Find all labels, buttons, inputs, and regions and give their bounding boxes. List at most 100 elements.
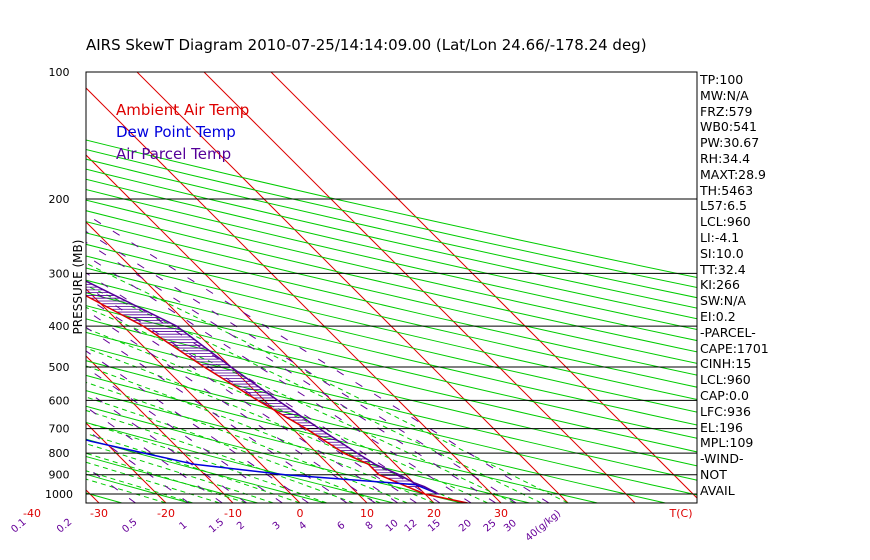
dry-adiabat-line bbox=[86, 305, 697, 453]
mixing-ratio-line bbox=[86, 367, 283, 503]
dry-adiabat-line bbox=[86, 390, 530, 503]
pressure-tick-label: 100 bbox=[49, 66, 70, 79]
mixing-ratio-tick-label: 3 bbox=[271, 520, 283, 533]
legend-air-parcel-temp: Air Parcel Temp bbox=[116, 145, 232, 163]
bottom-temp-tick-label: -30 bbox=[90, 507, 108, 520]
mixing-ratio-line bbox=[86, 326, 348, 503]
mixing-ratio-tick-label: 0.2 bbox=[55, 517, 74, 536]
stat-line: SI:10.0 bbox=[700, 245, 744, 261]
dry-adiabat-line bbox=[86, 455, 258, 503]
dry-adiabat-line bbox=[86, 199, 697, 342]
mixing-ratio-line bbox=[0, 199, 25, 503]
stat-line: KI:266 bbox=[700, 277, 740, 293]
dry-adiabat-line bbox=[86, 405, 462, 503]
chart-title: AIRS SkewT Diagram 2010-07-25/14:14:09.0… bbox=[86, 36, 647, 54]
stat-line: LI:-4.1 bbox=[700, 229, 740, 245]
mixing-ratio-line bbox=[86, 390, 247, 503]
mixing-ratio-line bbox=[86, 296, 399, 503]
pressure-tick-label: 400 bbox=[49, 320, 70, 333]
stat-line: -PARCEL- bbox=[700, 324, 756, 340]
stat-line: MW:N/A bbox=[700, 87, 749, 103]
isotherm-line bbox=[86, 355, 234, 503]
series-line-ambient-air-temp bbox=[86, 294, 468, 503]
series-line-air-parcel-temp bbox=[86, 280, 439, 495]
dry-adiabat-line bbox=[86, 267, 697, 413]
moist-adiabat-line bbox=[86, 396, 381, 503]
dry-adiabat-line bbox=[86, 318, 697, 467]
stat-line: TH:5463 bbox=[700, 182, 754, 198]
stat-line: LCL:960 bbox=[700, 214, 751, 230]
mixing-ratio-line bbox=[86, 255, 472, 503]
dry-adiabat-line bbox=[86, 374, 598, 503]
mixing-ratio-tick-label: 1 bbox=[178, 520, 190, 533]
legend-dew-point-temp: Dew Point Temp bbox=[116, 123, 236, 141]
dry-adiabat-line bbox=[86, 492, 123, 503]
mixing-ratio-line bbox=[86, 350, 309, 503]
bottom-temp-tick-label: 10 bbox=[360, 507, 374, 520]
dry-adiabat-line bbox=[86, 255, 697, 400]
mixing-ratio-line bbox=[86, 285, 417, 503]
isotherm-line bbox=[270, 72, 697, 499]
moist-adiabat-line bbox=[86, 262, 569, 503]
mixing-ratio-tick-label: 2 bbox=[235, 520, 247, 533]
mixing-ratio-line bbox=[86, 272, 441, 503]
stat-line: MPL:109 bbox=[700, 435, 754, 451]
bottom-temp-tick-label: -40 bbox=[23, 507, 41, 520]
mixing-ratio-tick-label: 4 bbox=[297, 520, 309, 533]
stat-line: NOT bbox=[700, 466, 727, 482]
stat-line: EI:0.2 bbox=[700, 308, 736, 324]
stat-line: LCL:960 bbox=[700, 372, 751, 388]
pressure-isobar-layer bbox=[86, 198, 697, 495]
pressure-tick-label: 300 bbox=[49, 267, 70, 280]
dry-adiabat-line bbox=[0, 72, 54, 503]
mixing-ratio-tick-label: 12 bbox=[403, 518, 420, 535]
isotherm-line bbox=[203, 72, 636, 503]
stat-line: SW:N/A bbox=[700, 293, 746, 309]
pressure-tick-label: 1000 bbox=[45, 488, 73, 501]
dry-adiabat-line bbox=[86, 168, 697, 309]
dry-adiabat-line bbox=[86, 243, 697, 388]
dry-adiabat-line bbox=[86, 345, 697, 496]
bottom-temp-tick-label: 0 bbox=[297, 507, 304, 520]
dry-adiabat-line bbox=[86, 139, 697, 279]
legend-ambient-air-temp: Ambient Air Temp bbox=[116, 101, 250, 119]
y-axis-title: PRESSURE (MB) bbox=[71, 240, 85, 335]
mixing-ratio-tick-label: 40(g/kg) bbox=[524, 508, 564, 544]
mixing-ratio-line bbox=[86, 309, 376, 503]
bottom-temp-tick-label: 30 bbox=[494, 507, 508, 520]
stat-line: MAXT:28.9 bbox=[700, 166, 766, 182]
dry-adiabat-line bbox=[86, 158, 697, 299]
stat-line: PW:30.67 bbox=[700, 135, 760, 151]
series-layer bbox=[86, 280, 468, 503]
stat-line: CAPE:1701 bbox=[700, 340, 769, 356]
dry-adiabat-line bbox=[86, 188, 697, 331]
dry-adiabat-line bbox=[86, 178, 697, 320]
pressure-tick-label: 600 bbox=[49, 394, 70, 407]
mixing-ratio-tick-label: 8 bbox=[364, 520, 376, 533]
stat-line: WB0:541 bbox=[700, 119, 757, 135]
pressure-tick-label: 700 bbox=[49, 423, 70, 436]
stat-line: FRZ:579 bbox=[700, 103, 753, 119]
dry-adiabat-line bbox=[86, 149, 697, 289]
dry-adiabat-line bbox=[86, 360, 666, 503]
pressure-tick-label: 200 bbox=[49, 193, 70, 206]
mixing-ratio-tick-label: 25 bbox=[482, 518, 499, 535]
stat-line: RH:34.4 bbox=[700, 150, 751, 166]
stat-line: AVAIL bbox=[700, 482, 735, 498]
isotherm-line bbox=[136, 72, 569, 503]
stat-line: L57:6.5 bbox=[700, 198, 747, 214]
pressure-tick-label: 800 bbox=[49, 447, 70, 460]
mixing-ratio-line bbox=[86, 230, 517, 503]
dry-adiabat-line bbox=[86, 221, 697, 364]
dry-adiabat-line bbox=[86, 292, 697, 439]
isotherm-line bbox=[0, 72, 32, 503]
stat-line: -WIND- bbox=[700, 451, 744, 467]
moist-adiabat-line bbox=[86, 347, 462, 503]
stat-line: TP:100 bbox=[700, 72, 744, 87]
mixing-ratio-tick-label: 10 bbox=[384, 518, 401, 535]
x-axis-unit-label: T(C) bbox=[669, 507, 693, 520]
bottom-temp-tick-label: 20 bbox=[427, 507, 441, 520]
bottom-temp-tick-label: -20 bbox=[157, 507, 175, 520]
isotherm-line bbox=[86, 288, 301, 503]
